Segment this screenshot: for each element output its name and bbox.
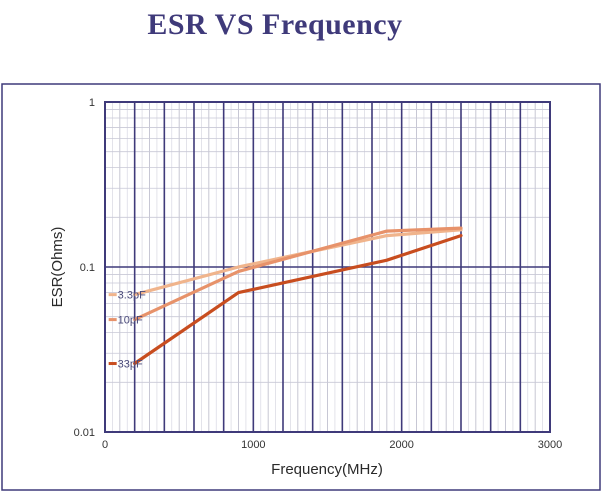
y-axis-ticks: 0.01 0.1 1	[74, 97, 95, 439]
series-label: 33pF	[118, 359, 143, 371]
series-marker	[108, 293, 117, 297]
series-line	[133, 226, 463, 322]
y-tick-label: 0.01	[74, 427, 95, 439]
plot-area-border	[104, 101, 551, 433]
series-marker	[108, 318, 117, 322]
chart-title: ESR VS Frequency	[147, 8, 403, 41]
x-tick-label: 0	[102, 439, 108, 451]
series-labels: 3.3pF 10pF 33pF	[108, 290, 146, 371]
series-lines	[133, 226, 463, 366]
y-tick-label: 0.1	[80, 262, 95, 274]
series-marker	[108, 362, 117, 366]
x-axis-label: Frequency(MHz)	[271, 461, 383, 478]
x-tick-label: 3000	[538, 439, 562, 451]
y-tick-label: 1	[89, 97, 95, 109]
series-label: 10pF	[118, 315, 143, 327]
series-label: 3.3pF	[118, 290, 146, 302]
series-line	[133, 234, 463, 366]
x-axis-ticks: 0 1000 2000 3000	[102, 439, 562, 451]
outer-frame	[1, 83, 601, 491]
x-tick-label: 2000	[389, 439, 413, 451]
x-tick-label: 1000	[241, 439, 265, 451]
y-axis-label: ESR(Ohms)	[49, 227, 66, 308]
